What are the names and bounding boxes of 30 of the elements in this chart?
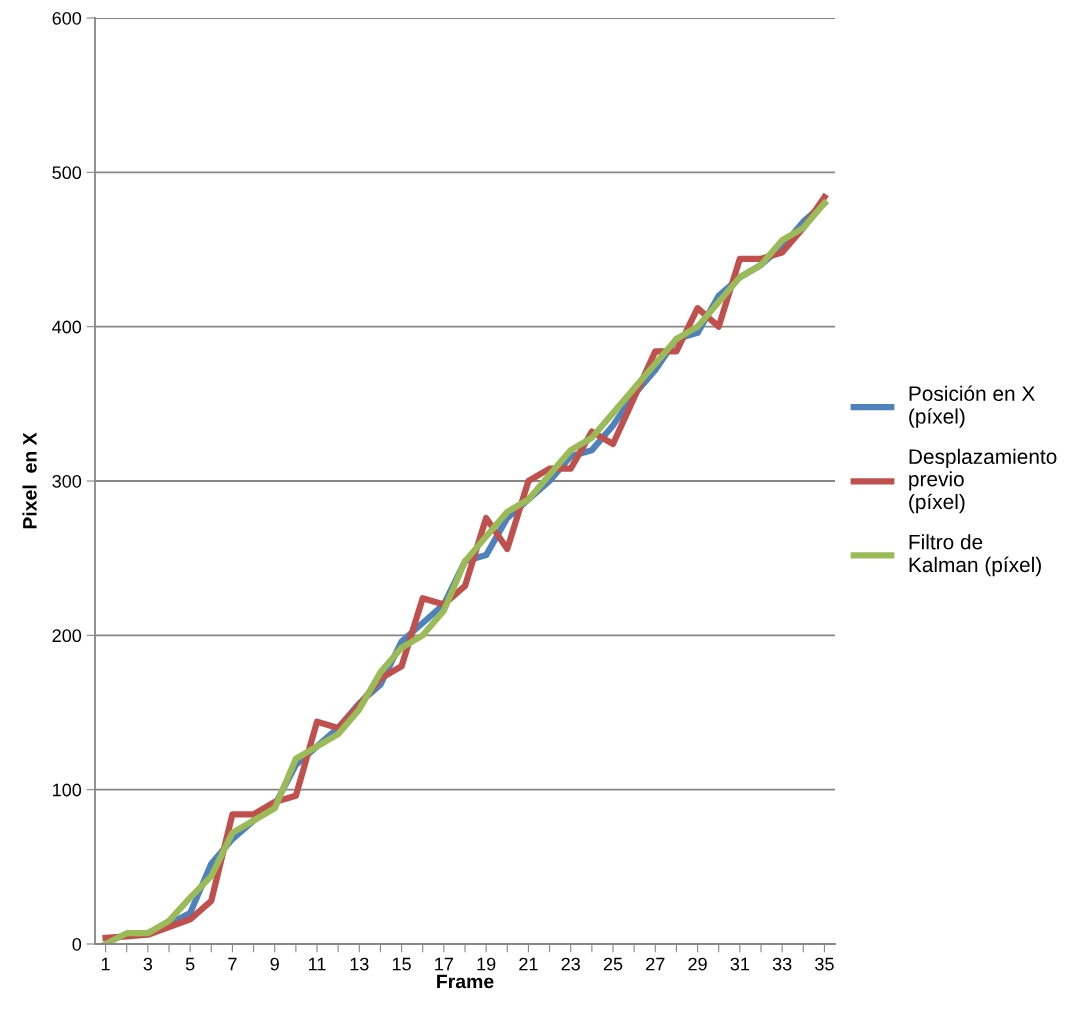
x-tick-label: 29 xyxy=(688,957,707,971)
legend-label: Posición en X (píxel) xyxy=(909,385,1035,428)
y-axis-title: Pixel en X xyxy=(22,432,37,529)
x-tick-label: 1 xyxy=(101,957,110,971)
x-tick-label: 23 xyxy=(561,957,580,971)
y-tick-label: 200 xyxy=(52,629,82,643)
x-tick-label: 21 xyxy=(519,957,538,971)
y-tick-label: 300 xyxy=(52,474,82,488)
x-tick-label: 35 xyxy=(815,957,834,971)
x-tick-label: 15 xyxy=(392,957,411,971)
y-tick-label: 500 xyxy=(52,166,82,180)
x-tick-label: 9 xyxy=(270,957,279,971)
x-tick-label: 17 xyxy=(435,957,453,971)
y-tick-label: 600 xyxy=(52,11,82,25)
x-tick-label: 19 xyxy=(477,957,496,971)
x-tick-label: 25 xyxy=(603,957,623,971)
y-tick-label: 400 xyxy=(52,320,82,334)
x-tick-label: 13 xyxy=(350,957,369,971)
x-tick-label: 11 xyxy=(309,957,326,971)
x-tick-label: 5 xyxy=(185,957,195,971)
legend-label: Filtro de Kalman (píxel) xyxy=(909,534,1041,577)
y-tick-label: 100 xyxy=(53,783,82,797)
x-tick-label: 7 xyxy=(228,957,237,971)
x-tick-label: 3 xyxy=(143,957,153,971)
x-axis-title: Frame xyxy=(437,974,494,989)
x-tick-label: 27 xyxy=(646,957,665,971)
legend-label: Desplazamiento previo (píxel) xyxy=(909,448,1057,514)
x-tick-label: 31 xyxy=(730,957,750,971)
y-tick-label: 0 xyxy=(72,937,82,951)
x-tick-label: 33 xyxy=(772,957,792,971)
